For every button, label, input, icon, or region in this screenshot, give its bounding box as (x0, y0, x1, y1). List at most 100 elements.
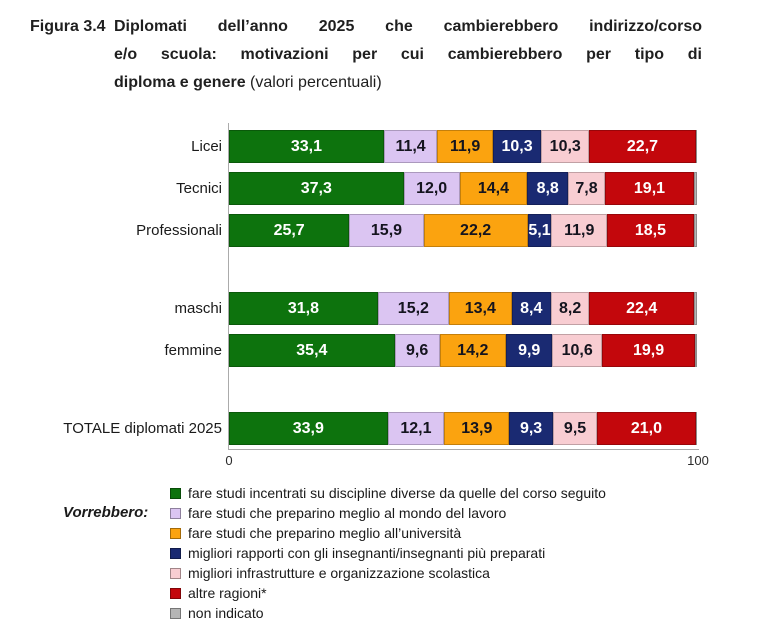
legend-item: migliori rapporti con gli insegnanti/ins… (170, 543, 545, 563)
segment-value: 14,2 (457, 341, 489, 359)
segment-value: 19,9 (632, 341, 665, 359)
figure-number: Figura 3.4 (30, 18, 106, 35)
legend-label: migliori infrastrutture e organizzazione… (188, 565, 490, 581)
bar-segment: 8,4 (511, 292, 551, 325)
segment-value: 22,4 (626, 299, 658, 317)
legend-item: fare studi che preparino meglio al mondo… (170, 503, 506, 523)
segment-value: 8,2 (559, 299, 582, 317)
segment-value: 8,8 (536, 179, 559, 197)
segment-value: 18,5 (634, 221, 666, 239)
bar-segment: 19,9 (601, 334, 696, 367)
row-label: TOTALE diplomati 2025 (63, 420, 222, 437)
bar-segment: 33,9 (229, 412, 388, 445)
bar-segment: 7,8 (568, 172, 605, 205)
bar-segment-non-indicato (694, 292, 697, 325)
segment-value: 8,4 (520, 299, 543, 317)
legend-label: altre ragioni* (188, 585, 267, 601)
segment-value: 5,1 (528, 221, 551, 239)
segment-value: 11,4 (395, 137, 426, 155)
bar-segment: 18,5 (607, 214, 694, 247)
x-tick-max: 100 (687, 453, 709, 468)
bar-segment: 15,2 (377, 292, 449, 325)
legend-heading: Vorrebbero: (63, 504, 149, 521)
x-axis-line (228, 449, 699, 450)
bar-segment: 9,6 (394, 334, 440, 367)
segment-value: 37,3 (300, 179, 332, 197)
segment-value: 19,1 (633, 179, 666, 197)
segment-value: 33,1 (290, 137, 323, 155)
bar-segment: 31,8 (229, 292, 378, 325)
bar-segment: 9,9 (506, 334, 553, 367)
legend-label: fare studi che preparino meglio al mondo… (188, 505, 507, 521)
segment-value: 33,9 (292, 419, 324, 437)
segment-value: 11,9 (564, 221, 595, 239)
bar-segment: 11,4 (383, 130, 438, 163)
row-label: Licei (191, 138, 222, 155)
bar-row: 35,4 9,6 14,2 9,9 10,6 19,9 (229, 334, 697, 367)
bar-segment: 9,5 (552, 412, 598, 445)
segment-value: 9,6 (406, 341, 429, 359)
segment-value: 35,4 (296, 341, 328, 359)
bar-segment: 10,6 (552, 334, 602, 367)
bar-segment-non-indicato (694, 172, 697, 205)
bar-row: 33,9 12,1 13,9 9,3 9,5 21,0 (229, 412, 697, 445)
legend-swatch-icon (170, 587, 181, 599)
segment-value: 7,8 (575, 179, 598, 197)
bar-segment: 8,8 (527, 172, 569, 205)
segment-value: 9,5 (563, 419, 587, 437)
legend-label: migliori rapporti con gli insegnanti/ins… (188, 545, 546, 561)
bar-segment: 8,2 (550, 292, 590, 325)
segment-value: 10,6 (561, 341, 593, 359)
bar-segment-non-indicato (695, 412, 697, 445)
bar-segment: 9,3 (509, 412, 553, 445)
bar-segment: 14,4 (459, 172, 528, 205)
bar-segment: 5,1 (527, 214, 552, 247)
segment-value: 25,7 (273, 221, 305, 239)
bar-segment: 37,3 (229, 172, 404, 205)
legend-swatch-icon (170, 547, 181, 559)
bar-segment: 33,1 (229, 130, 384, 163)
legend-item: altre ragioni* (170, 583, 267, 603)
bar-row: 37,3 12,0 14,4 8,8 7,8 19,1 (229, 172, 697, 205)
bar-segment: 19,1 (604, 172, 695, 205)
legend-item: fare studi incentrati su discipline dive… (170, 483, 606, 503)
segment-value: 10,3 (549, 137, 581, 155)
legend-swatch-icon (170, 567, 181, 579)
title-line-3-bold: diploma e genere (114, 74, 246, 91)
y-axis-line (228, 123, 229, 450)
bar-segment: 25,7 (229, 214, 350, 247)
legend-item: non indicato (170, 603, 264, 623)
row-label: maschi (174, 300, 222, 317)
segment-value: 13,9 (461, 419, 493, 437)
figure-title-text: Diplomati dell’anno 2025 che cambierebbe… (114, 13, 702, 97)
segment-value: 12,0 (416, 179, 448, 197)
bar-segment: 22,7 (589, 130, 696, 163)
legend-swatch-icon (170, 527, 181, 539)
bar-segment: 12,1 (387, 412, 445, 445)
legend-swatch-icon (170, 607, 181, 619)
legend-swatch-icon (170, 507, 181, 519)
segment-value: 11,9 (449, 137, 481, 155)
bar-segment: 22,2 (423, 214, 528, 247)
segment-value: 9,3 (519, 419, 543, 437)
segment-value: 10,3 (501, 137, 533, 155)
bar-segment: 14,2 (439, 334, 507, 367)
title-line-1: Diplomati dell’anno 2025 che cambierebbe… (114, 18, 702, 35)
figure-title: Figura 3.4 Diplomati dell’anno 2025 che … (30, 13, 702, 97)
segment-value: 15,9 (370, 221, 403, 239)
segment-value: 14,4 (477, 179, 509, 197)
legend-label: fare studi incentrati su discipline dive… (188, 485, 606, 501)
segment-value: 22,7 (626, 137, 659, 155)
x-tick-min: 0 (225, 453, 233, 468)
legend-label: non indicato (188, 605, 264, 621)
segment-value: 15,2 (397, 299, 429, 317)
bar-segment-non-indicato (695, 334, 697, 367)
segment-value: 22,2 (460, 221, 492, 239)
legend-label: fare studi che preparino meglio all’univ… (188, 525, 462, 541)
bar-segment: 11,9 (437, 130, 493, 163)
bar-segment: 21,0 (597, 412, 696, 445)
bar-segment: 11,9 (551, 214, 608, 247)
segment-value: 31,8 (287, 299, 319, 317)
bar-segment: 12,0 (403, 172, 460, 205)
